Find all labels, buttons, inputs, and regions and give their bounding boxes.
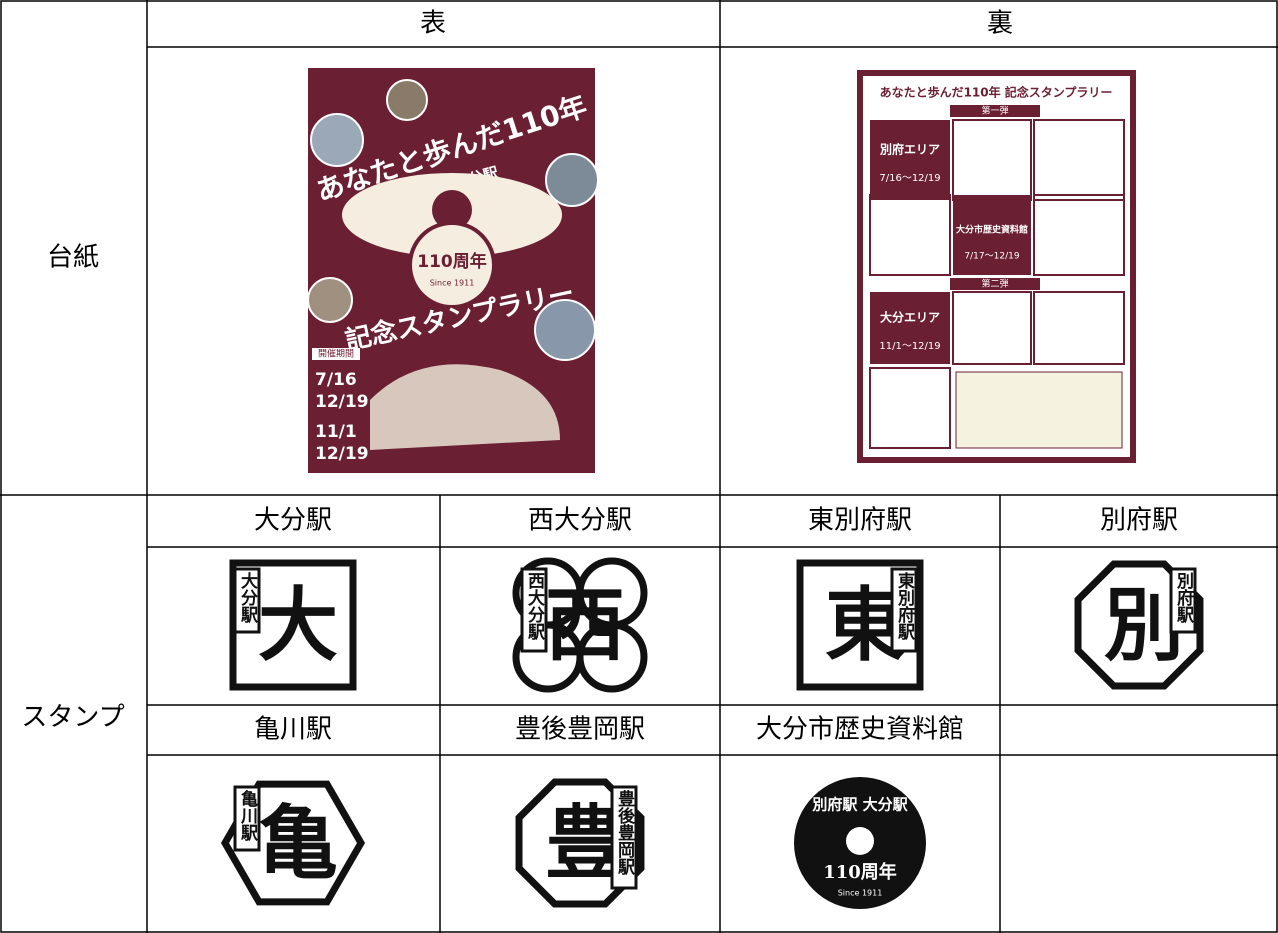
station-name: 西大分駅	[528, 506, 632, 536]
station-name: 大分駅	[254, 506, 332, 536]
stamp-text: 大分駅	[237, 571, 259, 624]
stamp-text: 別府駅 大分駅	[811, 796, 908, 814]
stamp-text: 別府駅	[1173, 572, 1195, 624]
back-museum: 大分市歴史資料館	[956, 224, 1028, 236]
stamp-text: 亀川駅	[237, 789, 259, 842]
stamps: 大分駅大大分駅西大分駅西西大分駅東別府駅東東別府駅別府駅別別府駅亀川駅亀亀川駅豊…	[220, 506, 1204, 909]
heading: 裏	[987, 9, 1013, 39]
stamp-label-box	[890, 567, 918, 653]
back-phase: 第一弾	[981, 105, 1008, 117]
stamp-text: 西大分駅	[524, 572, 546, 641]
back-area: 別府エリア	[879, 142, 940, 157]
poster-period: 開催期間	[318, 348, 354, 360]
back-dates: 11/1～12/19	[879, 341, 940, 352]
stamp-art	[846, 827, 874, 855]
back-phase: 第二弾	[981, 278, 1008, 290]
station-name: 東別府駅	[808, 506, 912, 536]
poster-anniversary: 110周年	[417, 251, 487, 272]
stamp-label-box	[520, 567, 548, 653]
stamp-glyph: 亀	[258, 797, 338, 890]
stamp-text: 東別府駅	[894, 571, 916, 641]
stamp-frame	[229, 559, 357, 691]
stamp-glyph: 西	[545, 579, 625, 672]
stamp-label-box	[1169, 567, 1197, 634]
back-dates: 7/17～12/19	[964, 252, 1019, 262]
stamp-label-box	[233, 785, 261, 852]
poster-since: Since 1911	[430, 279, 475, 288]
front-poster: あなたと歩んだ110年 別府駅 大分駅 110周年 Since 1911 記念ス…	[307, 68, 599, 473]
stamp-glyph: 110周年	[823, 861, 897, 883]
station-name: 大分市歴史資料館	[756, 715, 964, 745]
back-title: あなたと歩んだ110年 記念スタンプラリー	[880, 85, 1113, 100]
back-dates: 7/16～12/19	[879, 173, 940, 184]
stamp-frame	[220, 780, 366, 906]
poster-date: 11/1	[315, 422, 357, 442]
heading: 表	[420, 9, 446, 39]
row-label: スタンプ	[21, 703, 124, 733]
poster-date: 12/19	[315, 392, 369, 412]
stamp-glyph: 大	[258, 579, 338, 672]
stamp-since: Since 1911	[838, 889, 883, 898]
poster-date: 7/16	[315, 370, 357, 390]
station-name: 亀川駅	[254, 715, 332, 745]
stamp-frame	[796, 559, 924, 691]
stamp-text: 豊後豊岡駅	[614, 789, 636, 876]
row-label: 台紙	[47, 243, 99, 273]
back-poster: あなたと歩んだ110年 記念スタンプラリー 第一弾 別府エリア 7/16～12/…	[857, 70, 1136, 463]
back-area: 大分エリア	[880, 310, 940, 325]
station-name: 別府駅	[1100, 506, 1178, 536]
stamp-label-box	[610, 785, 638, 890]
poster-date: 12/19	[315, 444, 369, 464]
station-name: 豊後豊岡駅	[515, 715, 645, 745]
stamp-label-box	[233, 567, 261, 634]
stamp-frame	[576, 621, 648, 693]
